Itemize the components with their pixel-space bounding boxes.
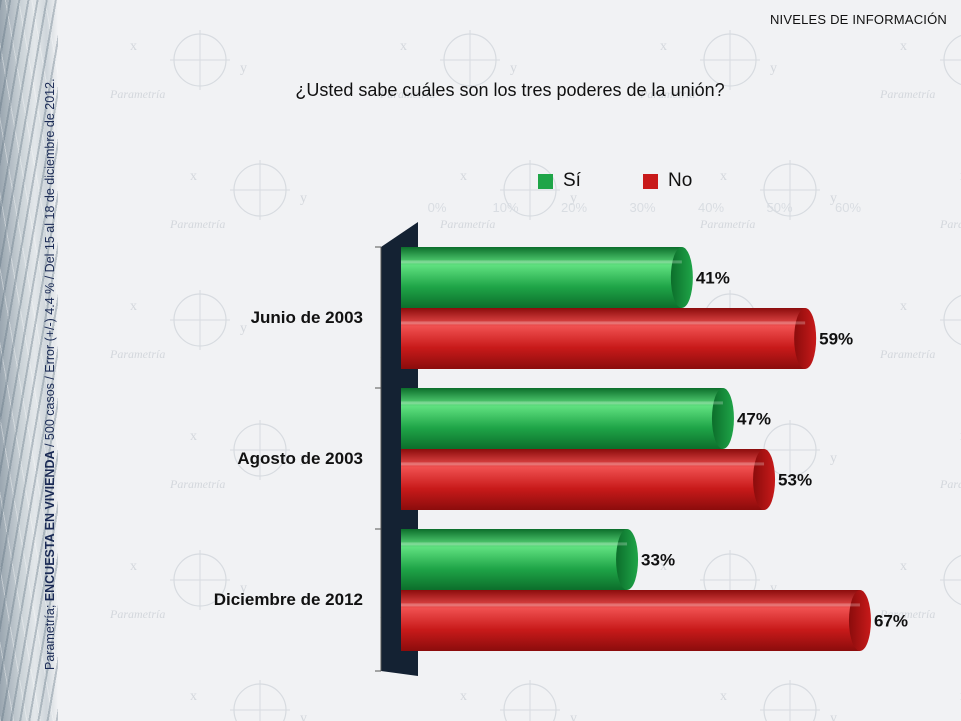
watermark-text: Parametría <box>109 347 165 361</box>
svg-text:x: x <box>660 39 667 54</box>
watermark-motif: Parametría x y <box>439 160 577 231</box>
watermark-motif: Parametría x y <box>379 30 517 101</box>
category-label: Diciembre de 2012 <box>214 590 363 609</box>
watermark-text: Parametría <box>439 217 495 231</box>
data-label: 41% <box>696 269 730 288</box>
x-tick-label: 0% <box>428 200 447 215</box>
data-label: 67% <box>874 612 908 631</box>
watermark-motif: Parametría x y <box>169 420 307 491</box>
svg-text:x: x <box>900 39 907 54</box>
bar-no: 53% <box>401 449 812 510</box>
svg-text:x: x <box>130 39 137 54</box>
legend-label-si: Sí <box>563 170 581 191</box>
watermark-text: Parametría <box>639 87 695 101</box>
svg-text:y: y <box>770 61 777 76</box>
svg-text:y: y <box>240 581 247 596</box>
svg-text:y: y <box>570 711 577 721</box>
chart-title: ¿Usted sabe cuáles son los tres poderes … <box>295 80 725 100</box>
svg-text:x: x <box>130 299 137 314</box>
x-tick-label: 10% <box>492 200 518 215</box>
category-label: Junio de 2003 <box>251 308 363 327</box>
watermark-text: Parametría <box>169 477 225 491</box>
watermark-text: Parametría <box>109 87 165 101</box>
x-tick-label: 20% <box>561 200 587 215</box>
svg-text:x: x <box>900 299 907 314</box>
legend-swatch-si <box>538 173 553 189</box>
svg-text:y: y <box>240 61 247 76</box>
legend-swatch-no <box>643 173 658 189</box>
data-label: 53% <box>778 471 812 490</box>
legend-label-no: No <box>668 170 693 191</box>
watermark-text: Parametría <box>939 477 961 491</box>
data-label: 59% <box>819 330 853 349</box>
svg-text:y: y <box>570 191 577 206</box>
bar-no: 67% <box>401 590 908 651</box>
data-label: 33% <box>641 551 675 570</box>
data-label: 47% <box>737 410 771 429</box>
bar-si: 47% <box>401 388 771 449</box>
watermark-text: Parametría <box>169 217 225 231</box>
watermark-motif: Parametría x y <box>639 30 777 101</box>
watermark-motif: Parametría x y <box>169 160 307 231</box>
bar-no: 59% <box>401 308 853 369</box>
svg-text:x: x <box>190 689 197 704</box>
svg-text:x: x <box>190 429 197 444</box>
svg-text:y: y <box>830 451 837 466</box>
watermark-motif: Parametría x y <box>699 160 837 231</box>
category-label: Agosto de 2003 <box>237 449 363 468</box>
bar-si: 41% <box>401 247 730 308</box>
watermark-text: Parametría <box>939 217 961 231</box>
svg-text:x: x <box>660 559 667 574</box>
watermark-text: Parametría <box>109 607 165 621</box>
svg-text:y: y <box>300 191 307 206</box>
svg-text:x: x <box>720 689 727 704</box>
left-decorative-strip <box>0 0 58 721</box>
watermark-text: Parametría <box>879 87 935 101</box>
legend-item-si: Sí <box>538 170 581 192</box>
watermark-motif: Parametría x y <box>109 290 247 361</box>
svg-text:y: y <box>830 711 837 721</box>
svg-text:y: y <box>510 61 517 76</box>
watermark-text: Parametría <box>699 217 755 231</box>
section-label: NIVELES DE INFORMACIÓN <box>769 12 947 27</box>
svg-text:x: x <box>400 39 407 54</box>
svg-text:y: y <box>830 191 837 206</box>
legend-item-no: No <box>643 170 692 192</box>
watermark-text: Parametría <box>379 87 435 101</box>
svg-text:x: x <box>720 169 727 184</box>
watermark-motif: Parametría x y <box>109 550 247 621</box>
x-tick-label: 30% <box>629 200 655 215</box>
watermark-text: Parametría <box>879 607 935 621</box>
svg-text:x: x <box>460 689 467 704</box>
svg-text:x: x <box>460 169 467 184</box>
x-tick-label: 40% <box>698 200 724 215</box>
svg-text:y: y <box>300 711 307 721</box>
svg-text:y: y <box>240 321 247 336</box>
watermark-text: Parametría <box>879 347 935 361</box>
svg-text:y: y <box>300 451 307 466</box>
svg-text:x: x <box>190 169 197 184</box>
x-tick-label: 50% <box>766 200 792 215</box>
svg-text:x: x <box>900 559 907 574</box>
svg-text:x: x <box>130 559 137 574</box>
x-tick-label: 60% <box>835 200 861 215</box>
watermark-motif: Parametría x y <box>109 30 247 101</box>
svg-text:y: y <box>770 581 777 596</box>
bar-si: 33% <box>401 529 675 590</box>
